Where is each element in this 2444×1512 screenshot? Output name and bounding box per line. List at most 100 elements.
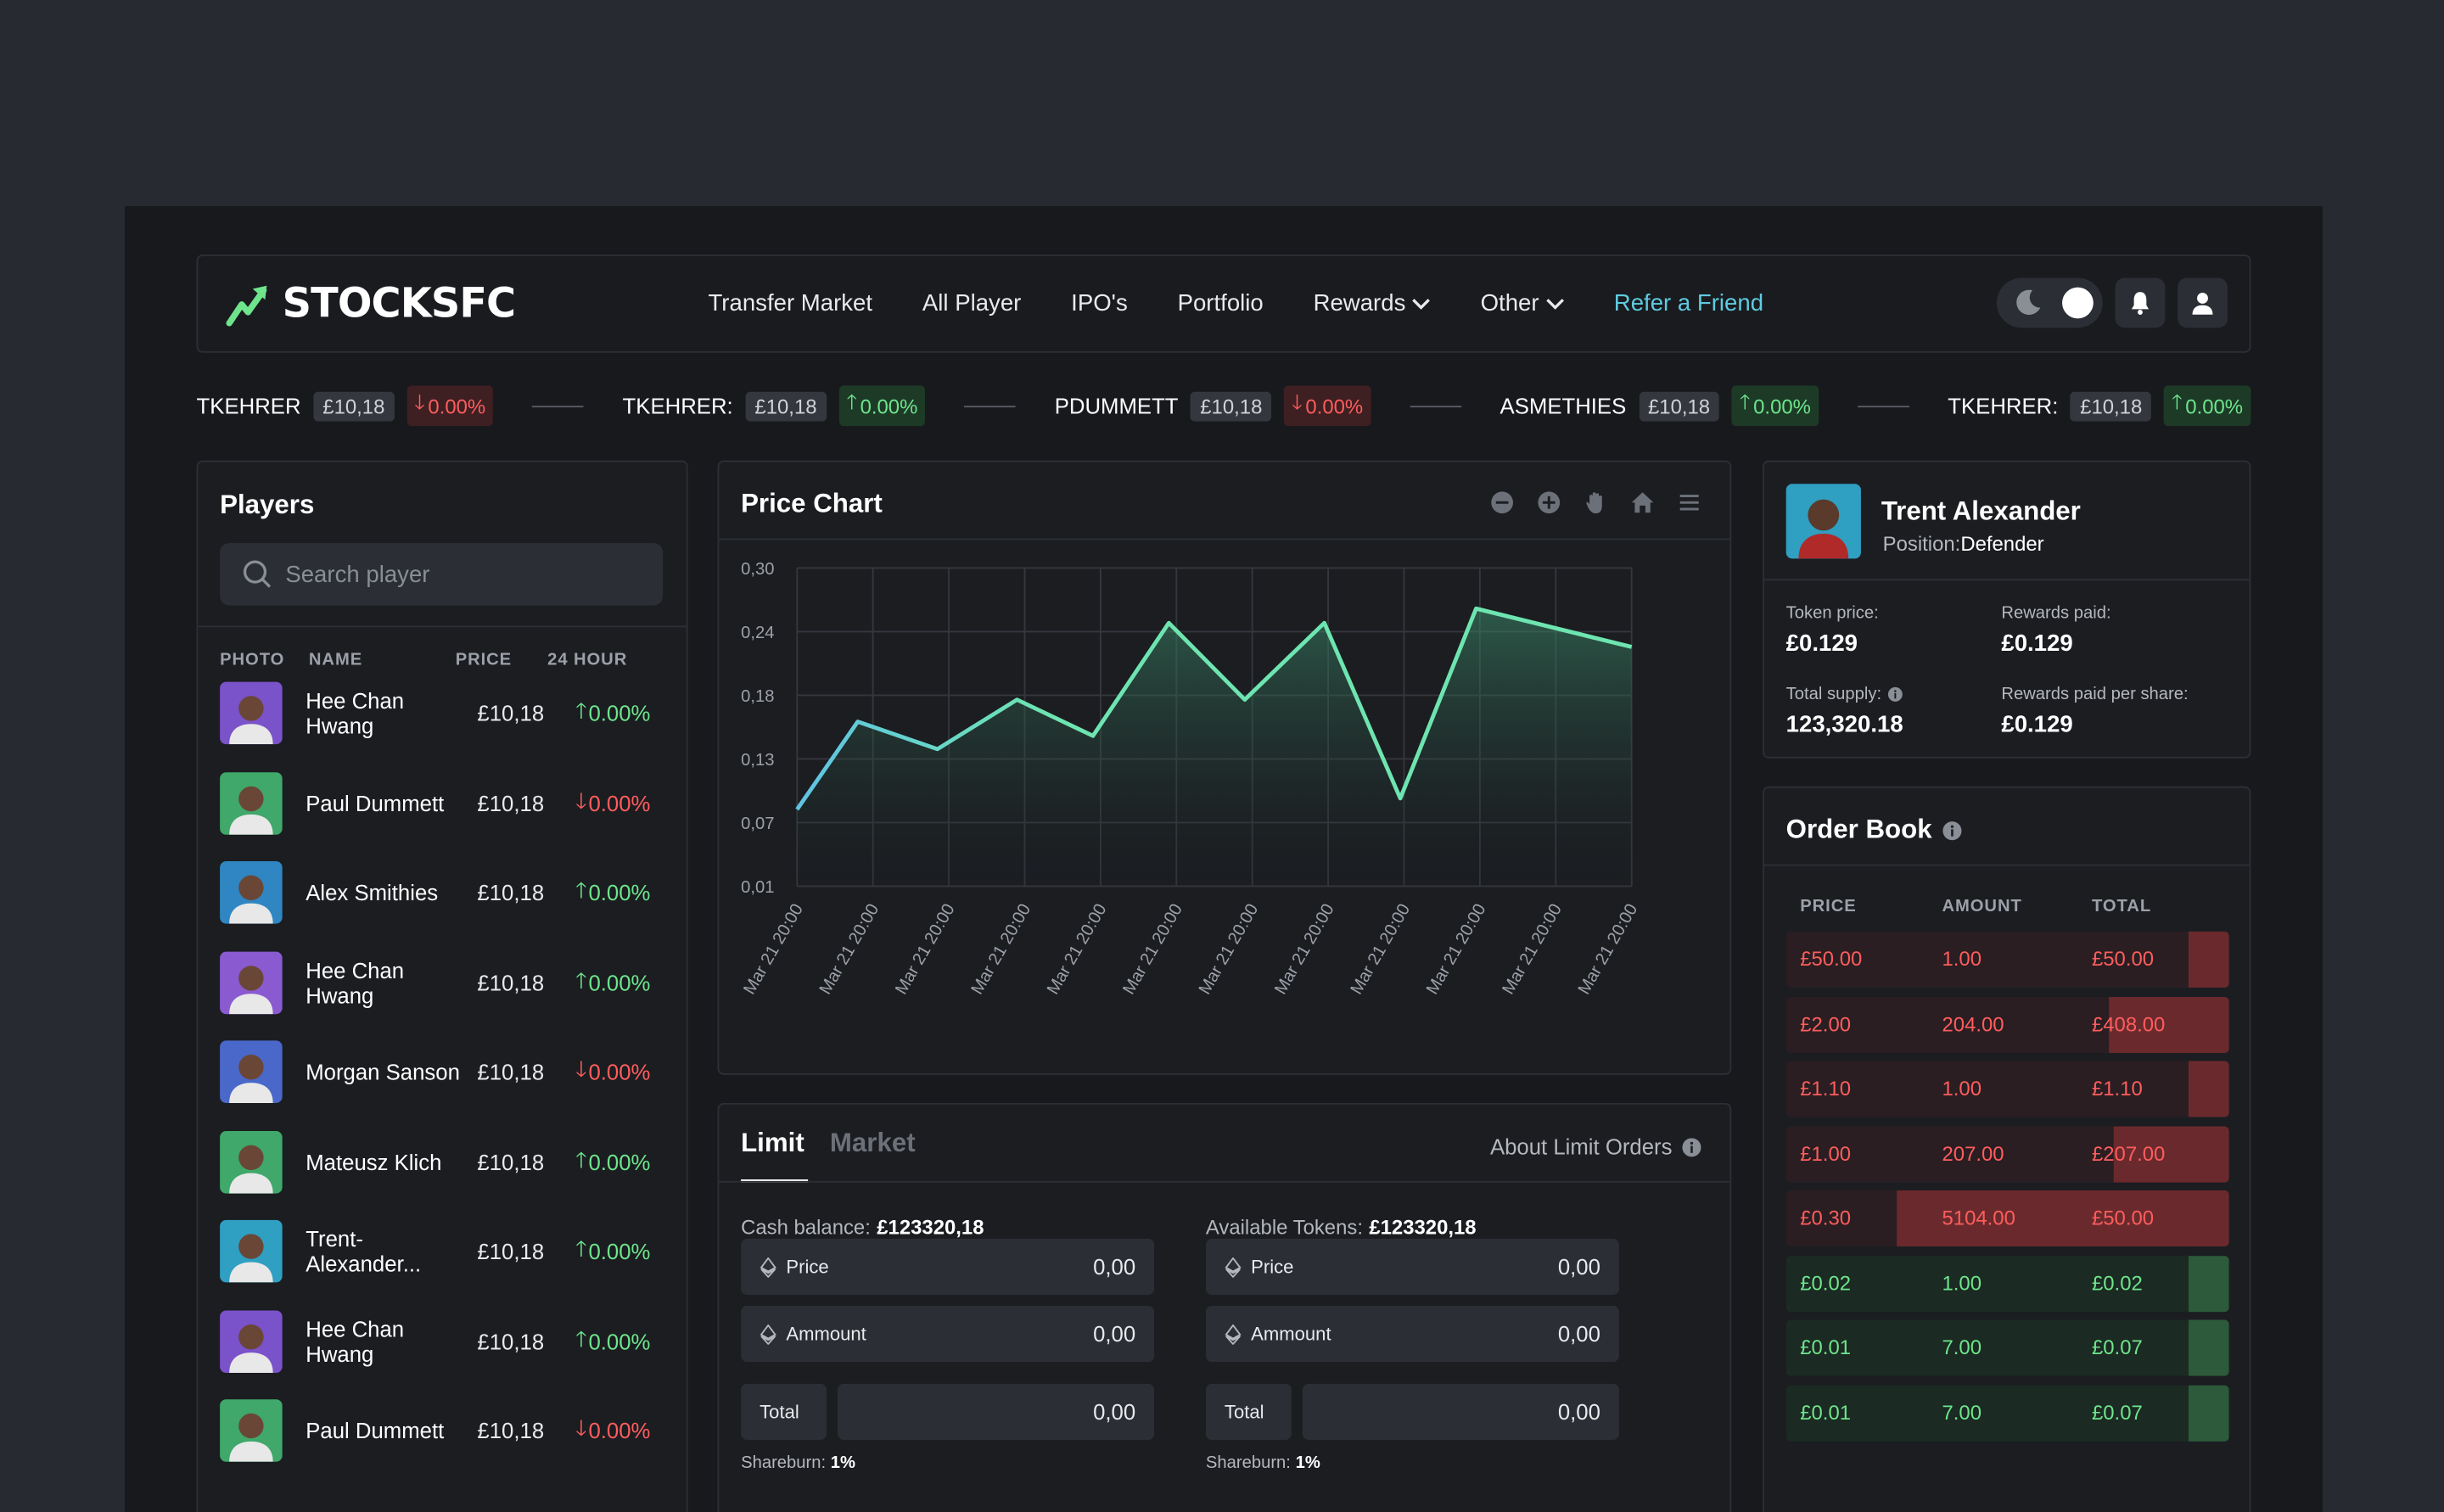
about-limit-orders-link[interactable]: About Limit Orders bbox=[1490, 1134, 1701, 1159]
arrow-up-icon: 🡑 bbox=[575, 1235, 587, 1261]
nav-transfer-market[interactable]: Transfer Market bbox=[708, 290, 873, 317]
info-icon[interactable] bbox=[1942, 820, 1962, 840]
buy-total-label-box: Total bbox=[741, 1383, 827, 1441]
order-price: £2.00 bbox=[1800, 1011, 1852, 1036]
ticker-change-value: 0.00% bbox=[428, 394, 486, 418]
sell-price-field[interactable]: Price 0,00 bbox=[1205, 1238, 1619, 1296]
player-row[interactable]: Mateusz Klich £10,18 🡑 0.00% bbox=[220, 1130, 672, 1193]
ticker-item[interactable]: PDUMMETT £10,18 🡓 0.00% bbox=[1055, 385, 1371, 427]
order-book-row[interactable]: £2.00 204.00 £408.00 bbox=[1785, 996, 2229, 1053]
ticker-change-value: 0.00% bbox=[1753, 394, 1811, 418]
profile-button[interactable] bbox=[2178, 277, 2228, 328]
nav-portfolio[interactable]: Portfolio bbox=[1177, 290, 1264, 317]
player-photo-icon bbox=[229, 1324, 273, 1373]
app-window: STOCKSFC Transfer Market All Player IPO'… bbox=[125, 206, 2323, 1512]
order-book-row[interactable]: £1.10 1.00 £1.10 bbox=[1785, 1061, 2229, 1117]
player-change: 🡑 0.00% bbox=[575, 963, 650, 1000]
ticker-change: 🡓 0.00% bbox=[406, 385, 494, 427]
ticker-item[interactable]: ASMETHIES £10,18 🡑 0.00% bbox=[1500, 385, 1819, 427]
zoom-in-icon[interactable] bbox=[1537, 490, 1561, 515]
order-total: £1.10 bbox=[2091, 1076, 2143, 1100]
ticker-item[interactable]: TKEHRER: £10,18 🡑 0.00% bbox=[1948, 385, 2251, 427]
column-header-total: TOTAL bbox=[2091, 897, 2152, 916]
nav-rewards[interactable]: Rewards bbox=[1314, 290, 1431, 317]
order-book-row[interactable]: £50.00 1.00 £50.00 bbox=[1785, 931, 2229, 988]
nav-refer-friend[interactable]: Refer a Friend bbox=[1613, 290, 1764, 317]
buy-price-field[interactable]: Price 0,00 bbox=[741, 1238, 1155, 1296]
logo[interactable]: STOCKSFC bbox=[226, 281, 516, 328]
ticker-item[interactable]: TKEHRER: £10,18 🡑 0.00% bbox=[623, 385, 926, 427]
player-name: Hee Chan Hwang bbox=[306, 688, 405, 738]
depth-bar bbox=[2189, 1255, 2229, 1312]
depth-bar bbox=[2189, 1061, 2229, 1117]
player-row[interactable]: Hee Chan Hwang £10,18 🡑 0.00% bbox=[220, 1309, 672, 1373]
nav-other[interactable]: Other bbox=[1481, 290, 1564, 317]
ticker-change-value: 0.00% bbox=[1305, 394, 1364, 418]
order-book-row[interactable]: £0.01 7.00 £0.07 bbox=[1785, 1319, 2229, 1376]
order-price: £1.00 bbox=[1800, 1141, 1852, 1165]
player-row[interactable]: Paul Dummett £10,18 🡓 0.00% bbox=[220, 1399, 672, 1462]
player-avatar bbox=[220, 1309, 283, 1373]
pan-icon[interactable] bbox=[1584, 490, 1608, 515]
ticker-item[interactable]: TKEHRER £10,18 🡓 0.00% bbox=[197, 385, 494, 427]
order-book-row[interactable]: £0.01 7.00 £0.07 bbox=[1785, 1384, 2229, 1441]
depth-bar bbox=[2189, 1384, 2229, 1441]
ticker-change: 🡑 0.00% bbox=[2163, 385, 2251, 427]
search-input[interactable]: Search player bbox=[220, 543, 664, 606]
player-row[interactable]: Paul Dummett £10,18 🡓 0.00% bbox=[220, 771, 672, 834]
player-row[interactable]: Hee Chan Hwang £10,18 🡑 0.00% bbox=[220, 681, 672, 745]
ticker-change-value: 0.00% bbox=[860, 394, 918, 418]
x-tick-label: Mar 21 20:00 bbox=[1271, 901, 1338, 998]
buy-total-field[interactable]: 0,00 bbox=[838, 1383, 1155, 1441]
bell-icon bbox=[2131, 292, 2150, 315]
sell-amount-field[interactable]: Ammount 0,00 bbox=[1205, 1305, 1619, 1363]
active-tab-indicator bbox=[741, 1179, 809, 1183]
rewards-per-share-label: Rewards paid per share: bbox=[2001, 685, 2189, 704]
x-tick-label: Mar 21 20:00 bbox=[1348, 901, 1415, 998]
home-icon[interactable] bbox=[1630, 490, 1655, 515]
order-amount: 1.00 bbox=[1942, 947, 1982, 971]
player-row[interactable]: Hee Chan Hwang £10,18 🡑 0.00% bbox=[220, 950, 672, 1014]
ticker-change: 🡑 0.00% bbox=[1731, 385, 1819, 427]
info-icon[interactable] bbox=[1887, 686, 1903, 702]
ticker-change: 🡓 0.00% bbox=[1284, 385, 1371, 427]
price-series-line bbox=[795, 606, 1633, 811]
sell-shareburn-label: Shareburn: bbox=[1205, 1453, 1291, 1473]
nav-ipos[interactable]: IPO's bbox=[1071, 290, 1128, 317]
order-book-row[interactable]: £0.02 1.00 £0.02 bbox=[1785, 1255, 2229, 1312]
player-row[interactable]: Morgan Sanson £10,18 🡓 0.00% bbox=[220, 1040, 672, 1103]
player-row[interactable]: Trent-Alexander... £10,18 🡑 0.00% bbox=[220, 1219, 672, 1283]
order-total: £408.00 bbox=[2091, 1011, 2166, 1036]
zoom-out-icon[interactable] bbox=[1489, 490, 1514, 515]
divider bbox=[1763, 864, 2250, 866]
order-book-row[interactable]: £1.00 207.00 £207.00 bbox=[1785, 1125, 2229, 1182]
arrow-up-icon: 🡑 bbox=[575, 966, 587, 992]
about-limit-orders-label: About Limit Orders bbox=[1489, 1134, 1673, 1160]
tab-limit[interactable]: Limit bbox=[741, 1128, 804, 1158]
player-row[interactable]: Alex Smithies £10,18 🡑 0.00% bbox=[220, 861, 672, 924]
menu-icon[interactable] bbox=[1677, 490, 1701, 515]
theme-toggle[interactable] bbox=[1996, 277, 2103, 328]
eth-icon bbox=[1225, 1324, 1242, 1344]
player-name: Trent Alexander bbox=[1881, 496, 2081, 526]
player-avatar bbox=[220, 950, 283, 1014]
player-change-value: 0.00% bbox=[588, 700, 651, 726]
notifications-button[interactable] bbox=[2115, 277, 2166, 328]
top-navbar: STOCKSFC Transfer Market All Player IPO'… bbox=[196, 254, 2251, 353]
player-name: Paul Dummett bbox=[306, 1418, 445, 1443]
sell-shareburn-value: 1% bbox=[1295, 1453, 1320, 1473]
divider bbox=[1763, 579, 2250, 581]
sell-total-field[interactable]: 0,00 bbox=[1302, 1383, 1619, 1441]
nav-all-player[interactable]: All Player bbox=[922, 290, 1022, 317]
buy-amount-label: Ammount bbox=[786, 1323, 866, 1345]
tab-market[interactable]: Market bbox=[829, 1128, 916, 1158]
rewards-paid-value: £0.129 bbox=[2001, 630, 2073, 658]
token-price-label: Token price: bbox=[1785, 603, 1879, 623]
order-amount: 5104.00 bbox=[1942, 1206, 2015, 1229]
buy-amount-field[interactable]: Ammount 0,00 bbox=[741, 1305, 1155, 1363]
arrow-up-icon: 🡑 bbox=[575, 1324, 587, 1351]
y-tick-label: 0,07 bbox=[741, 815, 774, 833]
buy-price-value: 0,00 bbox=[1093, 1254, 1136, 1280]
order-book-row[interactable]: £0.30 5104.00 £50.00 bbox=[1785, 1190, 2229, 1247]
